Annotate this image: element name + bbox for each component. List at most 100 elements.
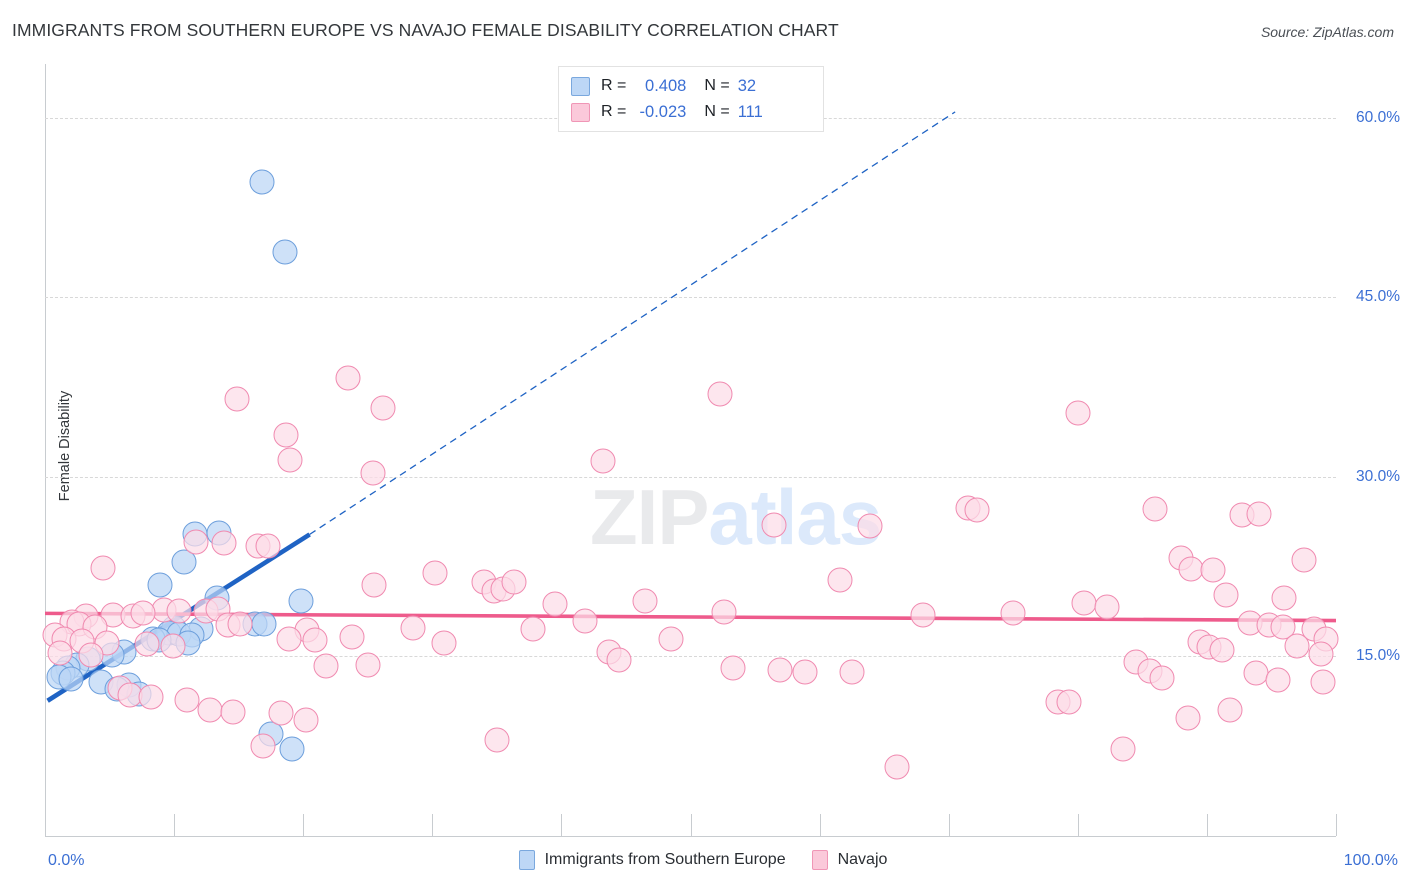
data-point[interactable] bbox=[268, 700, 294, 726]
data-point[interactable] bbox=[78, 642, 104, 668]
y-axis-tick-label: 30.0% bbox=[1356, 467, 1400, 485]
series-color-swatch bbox=[811, 850, 828, 870]
data-point[interactable] bbox=[1200, 557, 1226, 583]
stat-row: R = -0.023 N = 111 bbox=[571, 99, 811, 125]
data-point[interactable] bbox=[250, 733, 276, 759]
data-point[interactable] bbox=[47, 640, 73, 666]
data-point[interactable] bbox=[279, 736, 305, 762]
data-point[interactable] bbox=[827, 567, 853, 593]
data-point[interactable] bbox=[632, 588, 658, 614]
data-point[interactable] bbox=[272, 239, 298, 265]
plot-area: ZIPatlas bbox=[42, 64, 1339, 836]
data-point[interactable] bbox=[767, 657, 793, 683]
data-point[interactable] bbox=[1149, 665, 1175, 691]
correlation-stats-legend: R = 0.408 N = 32 R = -0.023 N = 111 bbox=[558, 66, 824, 132]
data-point[interactable] bbox=[1056, 689, 1082, 715]
data-point[interactable] bbox=[293, 707, 319, 733]
data-point[interactable] bbox=[1142, 496, 1168, 522]
data-point[interactable] bbox=[431, 630, 457, 656]
data-point[interactable] bbox=[361, 572, 387, 598]
n-value: 32 bbox=[737, 76, 757, 95]
data-point[interactable] bbox=[501, 569, 527, 595]
data-point[interactable] bbox=[134, 631, 160, 657]
data-point[interactable] bbox=[130, 600, 156, 626]
x-axis-tick bbox=[45, 814, 46, 836]
data-point[interactable] bbox=[542, 591, 568, 617]
data-point[interactable] bbox=[211, 530, 237, 556]
data-point[interactable] bbox=[288, 588, 314, 614]
data-point[interactable] bbox=[1271, 585, 1297, 611]
data-point[interactable] bbox=[1213, 582, 1239, 608]
data-point[interactable] bbox=[277, 447, 303, 473]
data-point[interactable] bbox=[160, 633, 186, 659]
data-point[interactable] bbox=[166, 598, 192, 624]
data-point[interactable] bbox=[249, 169, 275, 195]
data-point[interactable] bbox=[1265, 667, 1291, 693]
data-point[interactable] bbox=[273, 422, 299, 448]
data-point[interactable] bbox=[1308, 641, 1333, 667]
data-point[interactable] bbox=[711, 599, 737, 625]
data-point[interactable] bbox=[1065, 400, 1091, 426]
n-value: 111 bbox=[737, 102, 763, 121]
data-point[interactable] bbox=[183, 529, 209, 555]
data-point[interactable] bbox=[658, 626, 684, 651]
data-point[interactable] bbox=[1178, 556, 1204, 582]
data-point[interactable] bbox=[360, 460, 386, 486]
data-point[interactable] bbox=[761, 512, 787, 538]
data-point[interactable] bbox=[355, 652, 381, 678]
data-point[interactable] bbox=[792, 659, 818, 685]
data-point[interactable] bbox=[1000, 600, 1026, 626]
data-point[interactable] bbox=[313, 653, 339, 679]
data-point[interactable] bbox=[1209, 637, 1235, 663]
stat-color-swatch bbox=[571, 76, 590, 96]
page-title: IMMIGRANTS FROM SOUTHERN EUROPE VS NAVAJ… bbox=[12, 20, 839, 40]
data-point[interactable] bbox=[400, 615, 426, 641]
data-point[interactable] bbox=[220, 699, 246, 725]
data-point[interactable] bbox=[857, 513, 883, 539]
data-point[interactable] bbox=[255, 533, 281, 559]
data-point[interactable] bbox=[90, 555, 116, 581]
data-point[interactable] bbox=[147, 572, 173, 598]
data-point[interactable] bbox=[572, 608, 598, 634]
data-point[interactable] bbox=[58, 666, 84, 692]
data-point[interactable] bbox=[964, 497, 990, 523]
data-point[interactable] bbox=[1175, 705, 1201, 730]
series-legend-item[interactable]: Navajo bbox=[811, 850, 887, 870]
data-point[interactable] bbox=[302, 627, 328, 653]
data-point[interactable] bbox=[910, 602, 936, 628]
data-point[interactable] bbox=[1246, 501, 1272, 527]
data-point[interactable] bbox=[1291, 547, 1317, 573]
data-point[interactable] bbox=[335, 365, 361, 391]
data-point[interactable] bbox=[174, 687, 200, 713]
y-axis-tick-label: 60.0% bbox=[1356, 108, 1400, 126]
x-axis-tick bbox=[948, 814, 950, 836]
data-point[interactable] bbox=[1217, 697, 1243, 723]
data-point[interactable] bbox=[707, 381, 733, 407]
data-point[interactable] bbox=[884, 754, 910, 780]
data-point[interactable] bbox=[606, 647, 632, 673]
data-point[interactable] bbox=[251, 611, 277, 637]
data-point[interactable] bbox=[1094, 594, 1120, 620]
data-point[interactable] bbox=[1284, 633, 1310, 659]
data-point[interactable] bbox=[520, 616, 546, 642]
data-point[interactable] bbox=[484, 727, 510, 753]
data-point[interactable] bbox=[422, 560, 448, 586]
data-point[interactable] bbox=[720, 655, 746, 681]
data-point[interactable] bbox=[197, 697, 223, 723]
data-point[interactable] bbox=[590, 448, 616, 474]
gridline bbox=[45, 476, 1336, 478]
data-point[interactable] bbox=[839, 659, 865, 685]
data-point[interactable] bbox=[224, 386, 250, 412]
data-point[interactable] bbox=[138, 684, 164, 710]
data-point[interactable] bbox=[276, 626, 302, 651]
y-axis-line bbox=[45, 64, 46, 836]
data-point[interactable] bbox=[1110, 736, 1136, 762]
data-point[interactable] bbox=[1243, 660, 1269, 686]
data-point[interactable] bbox=[227, 611, 253, 637]
data-point[interactable] bbox=[370, 395, 396, 420]
r-label: R = bbox=[601, 103, 627, 120]
data-point[interactable] bbox=[1310, 669, 1336, 695]
data-point[interactable] bbox=[1071, 590, 1097, 616]
data-point[interactable] bbox=[339, 624, 365, 650]
series-legend-item[interactable]: Immigrants from Southern Europe bbox=[518, 850, 786, 870]
